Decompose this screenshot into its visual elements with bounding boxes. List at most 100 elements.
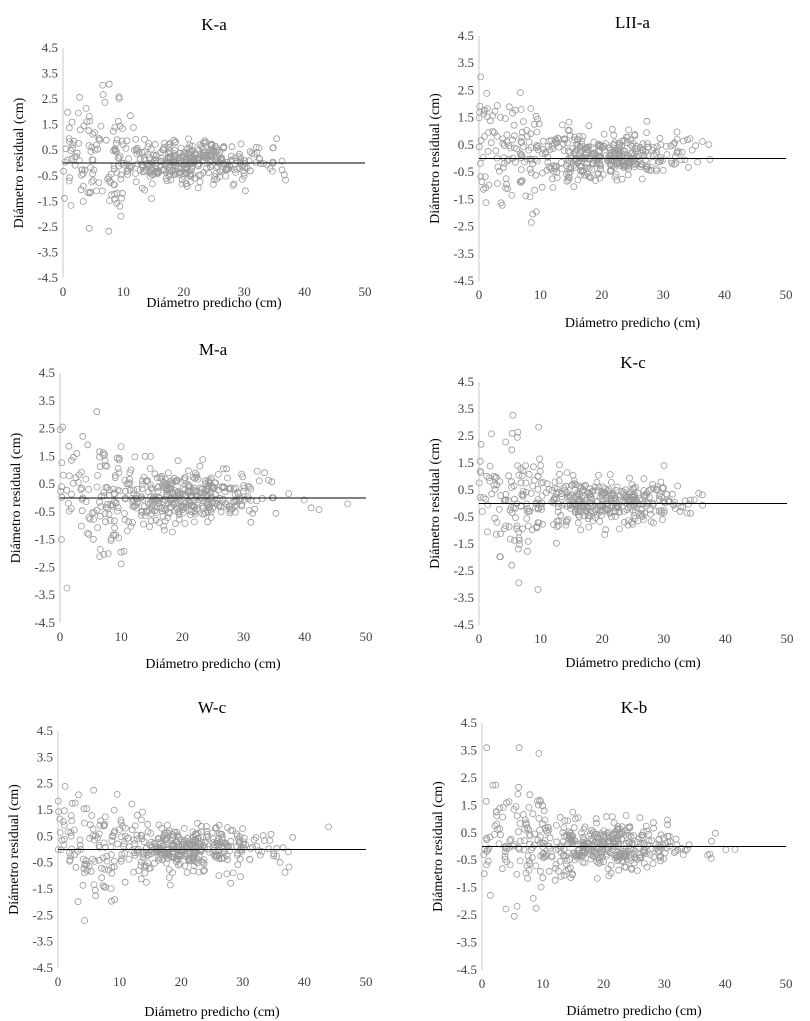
data-point <box>657 141 665 149</box>
data-point <box>111 857 118 865</box>
data-point <box>238 848 246 855</box>
data-point <box>575 132 583 140</box>
data-point <box>492 473 500 481</box>
data-point <box>74 848 82 855</box>
data-point <box>229 869 237 877</box>
data-point <box>66 856 74 864</box>
data-point <box>181 500 189 508</box>
data-point <box>590 149 598 157</box>
data-point <box>482 797 490 805</box>
data-point <box>564 139 571 147</box>
data-point <box>516 178 524 186</box>
y-tick-label: -1.5 <box>37 193 58 208</box>
data-point <box>76 841 84 849</box>
data-point <box>640 848 647 856</box>
data-point <box>650 853 658 861</box>
data-point <box>223 465 231 473</box>
data-point <box>564 516 572 523</box>
data-point <box>169 869 176 876</box>
data-point <box>529 844 536 851</box>
data-point <box>505 103 513 111</box>
data-point <box>250 836 258 844</box>
data-point <box>217 830 225 838</box>
data-point <box>233 496 241 504</box>
x-tick-label: 10 <box>115 629 128 644</box>
data-point <box>96 448 103 456</box>
data-point <box>517 465 525 472</box>
data-point <box>250 150 258 158</box>
data-point <box>144 828 152 836</box>
data-point <box>522 479 530 487</box>
data-point <box>137 875 145 883</box>
data-point <box>575 505 583 513</box>
y-tick-label: 1.5 <box>37 802 53 817</box>
data-point <box>56 815 64 823</box>
y-tick-label: -4.5 <box>32 960 53 975</box>
data-point <box>99 81 107 89</box>
data-point <box>191 469 199 477</box>
data-point <box>486 891 494 899</box>
data-point <box>185 482 192 489</box>
data-point <box>115 95 123 102</box>
data-point <box>605 848 612 856</box>
data-point <box>78 507 86 515</box>
data-point <box>212 824 220 831</box>
data-point <box>532 171 540 179</box>
data-point <box>527 218 535 226</box>
data-point <box>101 99 109 106</box>
data-point <box>105 866 112 874</box>
x-tick-label: 50 <box>359 284 372 299</box>
data-point <box>492 808 500 816</box>
data-point <box>181 836 189 844</box>
data-point <box>185 488 193 496</box>
data-point <box>614 835 622 843</box>
data-point <box>280 171 288 179</box>
data-point <box>147 499 155 507</box>
data-point <box>698 491 706 499</box>
data-point <box>227 879 235 887</box>
data-point <box>84 529 91 537</box>
data-point <box>510 144 518 152</box>
data-point <box>555 477 563 485</box>
data-point <box>570 183 578 191</box>
data-point <box>254 847 262 854</box>
data-point <box>681 846 689 854</box>
data-point <box>660 855 668 863</box>
data-point <box>593 511 601 519</box>
data-point <box>576 513 583 521</box>
data-point <box>615 508 623 516</box>
data-point <box>150 157 158 165</box>
data-point <box>558 158 565 166</box>
data-point <box>60 841 68 849</box>
data-point <box>553 162 561 170</box>
data-point <box>123 137 131 145</box>
data-point <box>537 867 544 875</box>
data-point <box>117 816 125 824</box>
data-point <box>543 480 551 488</box>
data-point <box>673 841 681 849</box>
chart-title: LII-a <box>615 13 650 32</box>
data-point <box>593 838 600 846</box>
data-point <box>638 513 646 521</box>
data-point <box>660 462 668 470</box>
data-point <box>571 136 579 144</box>
data-point <box>673 128 681 136</box>
data-point <box>593 487 601 494</box>
data-point <box>624 171 632 179</box>
data-point <box>505 523 513 531</box>
data-point <box>563 177 571 185</box>
data-point <box>501 848 509 856</box>
data-point <box>85 127 93 135</box>
data-point <box>77 126 84 134</box>
x-axis-label: Diámetro predicho (cm) <box>565 656 701 671</box>
data-point <box>612 497 619 505</box>
data-point <box>609 125 616 133</box>
data-point <box>658 516 666 523</box>
data-point <box>99 882 107 889</box>
data-point <box>94 524 101 531</box>
y-tick-label: 3.5 <box>458 401 474 416</box>
data-point <box>95 179 103 187</box>
data-point <box>496 804 504 812</box>
data-point <box>508 509 516 517</box>
data-point <box>496 167 503 175</box>
